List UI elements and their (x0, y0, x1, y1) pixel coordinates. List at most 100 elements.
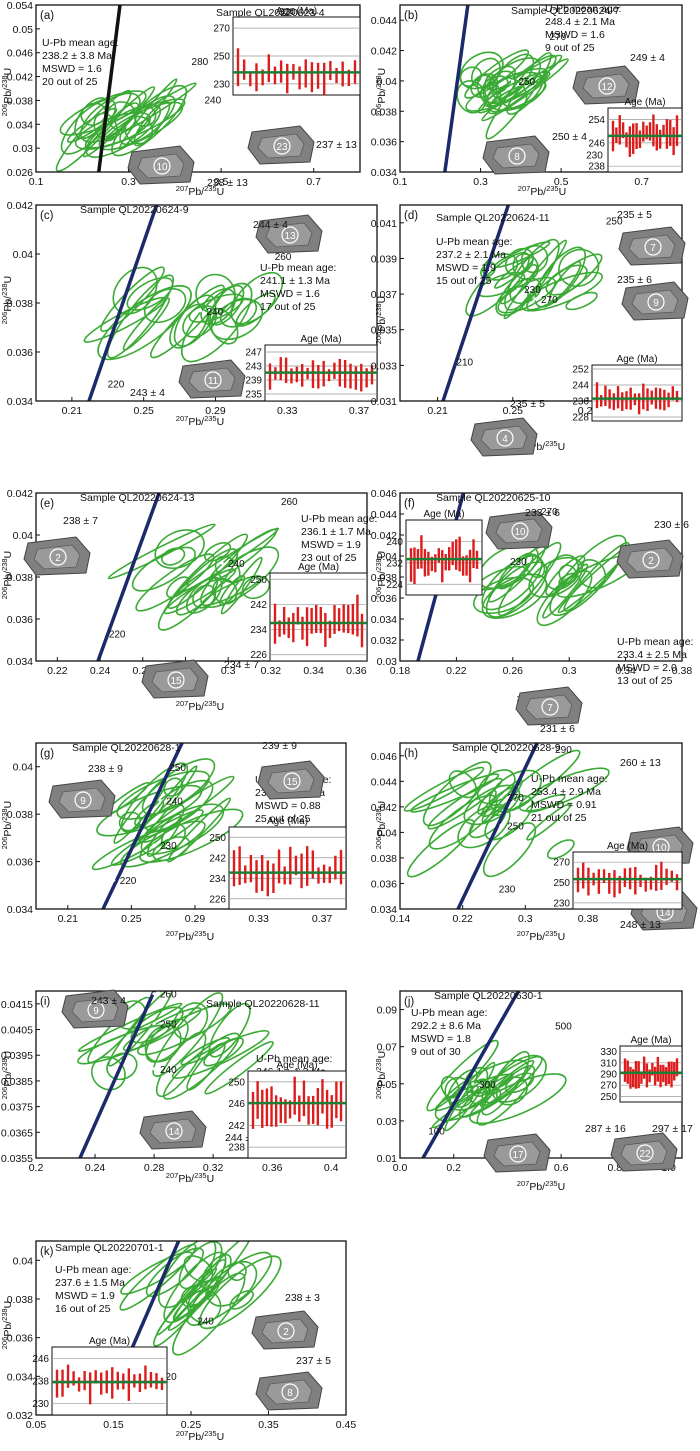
data-ellipse (110, 809, 204, 866)
x-tick-label: 0.25 (133, 405, 154, 417)
y-tick-label: 0.034 (7, 119, 33, 131)
age-inset: Age (Ma) 226 234 242 250 (250, 562, 368, 662)
data-ellipse (499, 264, 538, 305)
age-text-line: 13 out of 25 (617, 675, 673, 687)
y-tick-label: 0.041 (371, 218, 397, 230)
x-tick-label: 0.37 (349, 405, 370, 417)
data-ellipse (493, 241, 551, 269)
x-tick-label: 0.7 (306, 176, 321, 188)
plot-area (55, 5, 330, 172)
panel-c: 220 240 260 0.21 0.25 0.29 0.33 0.37 0.034 0.036 0… (0, 200, 378, 428)
data-ellipse (565, 291, 598, 311)
concordia-age-label: 230 (524, 285, 541, 296)
concordia-tick (271, 9, 275, 13)
zircon-grain-image: 15 (141, 659, 209, 699)
data-ellipse (116, 770, 210, 820)
plot-area (77, 991, 274, 1158)
x-tick-label: 0.36 (346, 665, 367, 677)
y-tick-label: 0.05 (377, 1079, 398, 1091)
zircon-grain-image: 8 (482, 135, 550, 175)
data-ellipse (118, 811, 141, 832)
concordia-age-label: 230 (499, 884, 516, 895)
zircon-grain-image: 14 (139, 1110, 207, 1150)
zircon-grain-image: 2 (616, 539, 684, 579)
y-tick-label: 0.0365 (1, 1127, 33, 1139)
x-tick-label: 0.25 (121, 913, 142, 925)
panel-letter: (c) (40, 210, 54, 222)
inset-tick-label: 250 (228, 1077, 245, 1088)
spot-number: 10 (655, 843, 667, 854)
y-tick-label: 0.042 (371, 530, 397, 542)
concordia-age-label: 240 (166, 796, 183, 807)
spot-number: 10 (514, 527, 526, 538)
age-text-line: 17 out of 25 (260, 301, 316, 313)
x-tick-label: 0.6 (554, 1162, 569, 1174)
data-ellipse (60, 99, 117, 155)
concordia-tick (152, 843, 156, 847)
concordia-curve (78, 991, 156, 1158)
spot-number: 4 (502, 434, 508, 445)
data-ellipse (448, 770, 477, 799)
inset-frame (572, 851, 683, 910)
y-tick-label: 0.07 (377, 1042, 398, 1054)
y-tick-label: 0.042 (371, 46, 397, 58)
y-tick-label: 0.036 (7, 347, 33, 359)
grain-age-label: 231 ± 6 (540, 723, 575, 735)
concordia-age-label: 260 (275, 252, 292, 263)
age-text-line: MSWD = 1.6 (545, 29, 605, 41)
grain-zoning (58, 787, 106, 813)
concordia-tick (158, 798, 162, 803)
y-tick-label: 0.042 (7, 72, 33, 84)
age-text-line: MSWD = 0.88 (255, 800, 321, 812)
x-tick-label: 0.25 (503, 405, 524, 417)
data-ellipse (122, 297, 171, 351)
spot-number: 14 (168, 1127, 180, 1138)
y-tick-label: 0.046 (371, 488, 397, 500)
data-ellipse (200, 546, 280, 608)
age-text-line: 15 out of 25 (436, 275, 492, 287)
grain-age-label: 237 ± 13 (316, 139, 357, 151)
inset-tick-label: 226 (250, 650, 267, 661)
spot-number: 2 (648, 556, 654, 567)
concordia-tick (101, 631, 105, 636)
concordia-tick (471, 1082, 475, 1086)
age-inset: Age (Ma) 235 239 243 247 (245, 334, 378, 402)
zircon-grain-image: 12 (572, 65, 640, 105)
concordia-age-label: 250 (169, 763, 186, 774)
age-text-line: MSWD = 0.91 (531, 799, 597, 811)
inset-tick-label: 238 (32, 1377, 49, 1388)
y-tick-label: 0.036 (7, 857, 33, 869)
inset-tick-label: 226 (209, 894, 226, 905)
concordia-age-label: 240 (228, 559, 245, 570)
y-axis-title: 206Pb/238U (0, 551, 14, 599)
spot-number: 14 (659, 908, 671, 919)
zircon-grain-image: 2 (251, 1310, 319, 1350)
spot-number: 8 (287, 1388, 293, 1399)
age-inset: Age (Ma) 230 250 270 (553, 841, 683, 910)
age-text-line: 21 out of 25 (531, 812, 587, 824)
y-tick-label: 0.038 (371, 572, 397, 584)
age-text-line: 20 out of 25 (42, 76, 98, 88)
data-ellipse (204, 1040, 274, 1095)
age-inset: Age (Ma) 230 238 246 (32, 1336, 168, 1416)
x-tick-label: 0.1 (393, 176, 408, 188)
grain-zoning (257, 133, 305, 159)
y-tick-label: 0.046 (371, 751, 397, 763)
data-ellipse (518, 767, 610, 812)
y-tick-label: 0.038 (371, 106, 397, 118)
plot-area (403, 743, 610, 909)
data-ellipse (126, 276, 174, 311)
x-axis-title: 207Pb/235U (166, 929, 214, 943)
y-tick-label: 0.04 (377, 551, 398, 563)
inset-tick-label: 252 (572, 365, 589, 376)
age-inset: Age (Ma) 228 236 244 252 (572, 354, 683, 424)
y-tick-label: 0.044 (371, 776, 397, 788)
data-ellipse (487, 54, 557, 115)
age-inset: Age (Ma) 238 242 246 250 (228, 1060, 347, 1159)
sample-name: Sample QL20220701-1 (55, 1242, 164, 1254)
data-ellipse (144, 1024, 182, 1063)
panel-letter: (b) (404, 10, 418, 22)
concordia-age-label: 210 (456, 358, 473, 369)
grain-age-label: 238 ± 7 (63, 515, 98, 527)
grain-zoning (480, 425, 528, 451)
